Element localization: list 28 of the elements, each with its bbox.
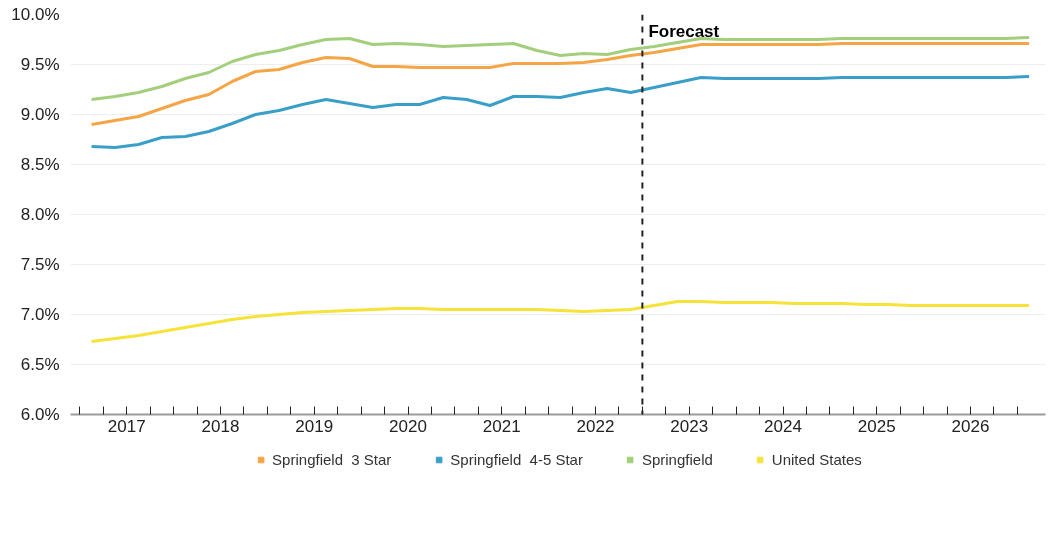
y-tick-label: 8.0% — [20, 205, 60, 224]
legend-label: Springfield — [641, 450, 713, 468]
x-tick-label: 2021 — [482, 416, 521, 436]
x-tick-label: 2023 — [670, 416, 709, 436]
legend-label: United States — [771, 450, 862, 468]
y-tick-label: 7.0% — [20, 305, 60, 324]
legend-label: Springfield 3 Star — [272, 450, 392, 468]
y-tick-label: 9.0% — [20, 105, 60, 124]
x-tick-label: 2026 — [951, 416, 990, 436]
x-tick-label: 2025 — [857, 416, 896, 436]
x-tick-label: 2019 — [295, 416, 334, 436]
line-series — [90, 75, 1031, 149]
legend-label: Springfield 4-5 Star — [450, 450, 583, 468]
y-tick-label: 8.5% — [20, 155, 60, 174]
x-tick-label: 2020 — [389, 416, 427, 436]
x-tick-label: 2022 — [576, 416, 615, 436]
line-series — [90, 36, 1031, 101]
y-tick-label: 9.5% — [20, 55, 60, 74]
line-series — [90, 42, 1031, 126]
y-tick-label: 6.5% — [20, 355, 60, 374]
line-series — [90, 300, 1031, 343]
x-tick-label: 2017 — [107, 416, 146, 436]
y-tick-label: 10.0% — [11, 5, 60, 24]
x-tick-label: 2018 — [201, 416, 240, 436]
y-tick-label: 7.5% — [20, 255, 60, 274]
ref-line-label: Forecast — [648, 21, 720, 41]
x-tick-label: 2024 — [764, 416, 802, 436]
y-tick-label: 6.0% — [20, 405, 60, 424]
